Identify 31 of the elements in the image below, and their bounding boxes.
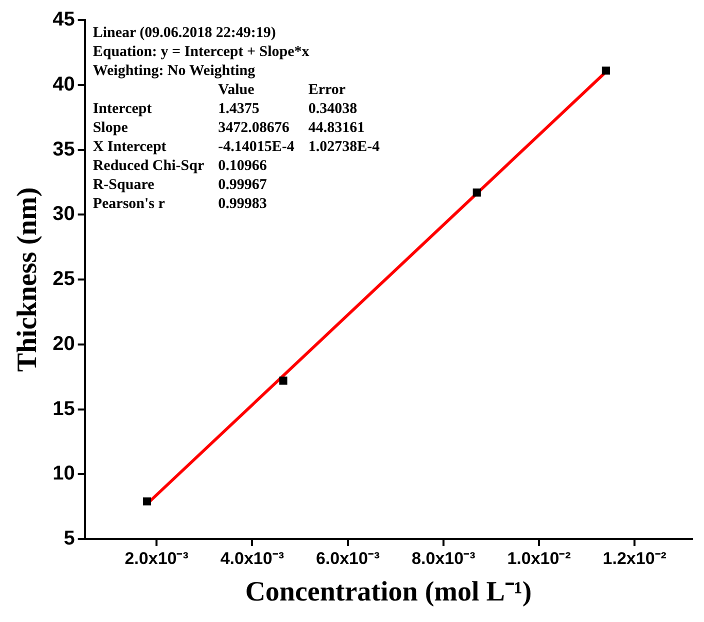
y-tick-label: 20 [52, 332, 75, 355]
y-tick-label: 10 [52, 462, 75, 485]
x-tick-label: 1.0x10⁻² [507, 548, 572, 568]
y-axis-title: Thickness (nm) [12, 187, 44, 372]
y-tick-label: 40 [52, 73, 75, 96]
text: R-Square 0.99967 [92, 177, 267, 193]
x-tick-label: 1.2x10⁻² [602, 548, 667, 568]
y-tick-label: 35 [52, 138, 75, 160]
y-tick-label: 5 [64, 528, 75, 550]
annotation: Linear (09.06.2018 22:49:19) [92, 24, 277, 43]
y-tick-label: 45 [52, 8, 75, 31]
text: Pearson's r 0.99983 [92, 196, 267, 212]
x-tick-label: 2.0x10⁻³ [124, 548, 189, 568]
point [472, 188, 481, 197]
text: Value Error [218, 82, 346, 98]
text: Slope 3472.08676 44.83161 [92, 120, 365, 136]
point [602, 66, 610, 75]
y-tick-label: 30 [52, 203, 75, 226]
annotation: Weighting: No Weighting [92, 62, 256, 81]
y-tick-label: 25 [52, 268, 75, 290]
point [279, 376, 288, 385]
text: X Intercept -4.14015E-4 1.02738E-4 [92, 139, 380, 155]
text: Intercept 1.4375 0.34038 [92, 101, 358, 117]
x-tick-label: 4.0x10⁻³ [220, 548, 284, 568]
x-tick-label: 6.0x10⁻³ [316, 548, 380, 568]
annotation: Equation: y = Intercept + Slope*x [92, 43, 310, 62]
x-tick-label: 8.0x10⁻³ [412, 548, 476, 568]
point [142, 497, 152, 506]
y-tick-label: 15 [52, 398, 75, 420]
x-axis-title: Concentration (mol L⁻¹) [245, 576, 532, 608]
annotation: Reduced Chi-Sqr 0.10966 [92, 157, 268, 176]
